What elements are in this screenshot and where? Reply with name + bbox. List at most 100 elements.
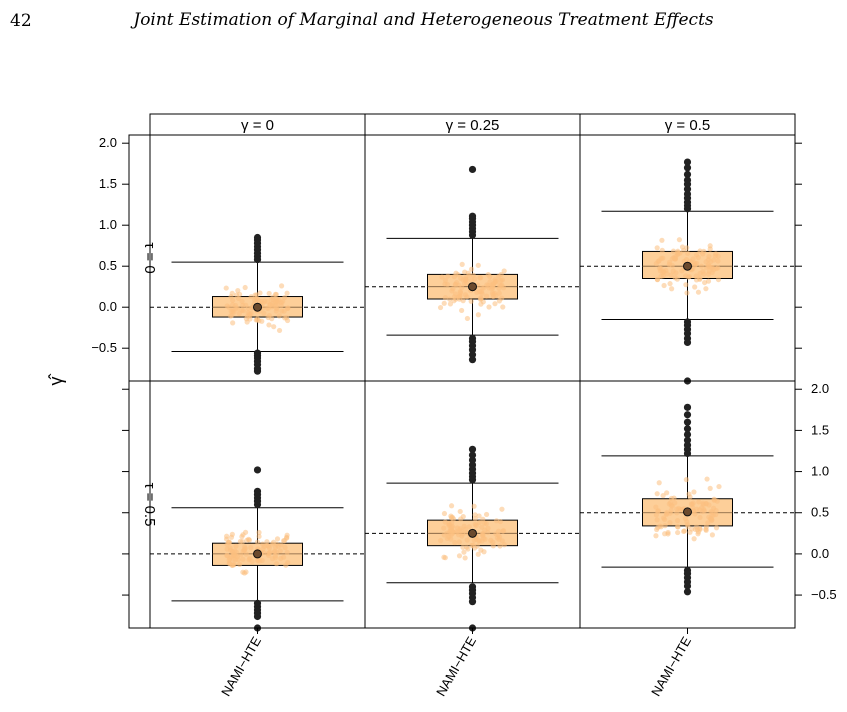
jitter-point: [229, 302, 236, 308]
jitter-point: [442, 295, 448, 301]
jitter-point: [261, 543, 267, 550]
jitter-point: [281, 308, 287, 314]
jitter-point: [501, 268, 507, 274]
jitter-point: [655, 508, 661, 515]
jitter-point: [692, 511, 698, 517]
jitter-point: [698, 263, 705, 269]
jitter-point: [457, 289, 463, 295]
jitter-point: [230, 320, 236, 326]
strip-label: γ = 0.25: [446, 117, 500, 134]
jitter-point: [285, 305, 291, 311]
jitter-point: [695, 289, 702, 295]
y-tick-label-left: 1.5: [99, 176, 117, 191]
jitter-point: [667, 281, 673, 287]
jitter-point: [269, 304, 275, 310]
outlier-point: [253, 367, 262, 375]
outlier-point: [683, 418, 692, 426]
jitter-point: [481, 520, 488, 526]
jitter-point: [670, 248, 677, 254]
jitter-point: [713, 265, 719, 272]
jitter-point: [260, 549, 267, 556]
outlier-point: [468, 445, 477, 453]
jitter-point: [689, 501, 695, 508]
jitter-point: [226, 557, 232, 563]
jitter-point: [276, 327, 283, 334]
jitter-point: [716, 483, 722, 490]
jitter-point: [662, 523, 668, 529]
jitter-point: [254, 539, 261, 545]
jitter-point: [282, 315, 288, 321]
jitter-point: [451, 298, 457, 304]
jitter-point: [707, 246, 713, 252]
jitter-point: [248, 545, 254, 551]
jitter-point: [457, 508, 463, 515]
mean-point: [253, 549, 262, 559]
jitter-point: [694, 260, 700, 266]
jitter-point: [280, 298, 286, 305]
jitter-point: [685, 250, 691, 256]
jitter-point: [701, 248, 707, 254]
jitter-point: [237, 291, 243, 297]
jitter-point: [654, 517, 660, 523]
jitter-point: [679, 268, 685, 274]
jitter-point: [490, 285, 496, 291]
jitter-point: [457, 526, 463, 532]
jitter-point: [464, 315, 471, 322]
outlier-point: [683, 170, 692, 178]
jitter-point: [244, 319, 250, 325]
jitter-point: [674, 518, 681, 524]
jitter-point: [714, 498, 720, 504]
jitter-point: [449, 288, 455, 294]
jitter-point: [664, 509, 670, 516]
jitter-point: [472, 516, 478, 522]
jitter-point: [681, 528, 687, 535]
jitter-point: [468, 266, 475, 272]
jitter-point: [264, 305, 270, 311]
jitter-point: [227, 313, 234, 319]
jitter-point: [486, 304, 492, 310]
jitter-point: [656, 265, 663, 271]
jitter-point: [441, 300, 447, 306]
jitter-point: [691, 489, 697, 495]
jitter-point: [703, 526, 709, 532]
jitter-point: [664, 490, 670, 496]
jitter-point: [278, 283, 285, 289]
jitter-point: [447, 526, 453, 532]
jitter-point: [274, 536, 281, 542]
jitter-point: [706, 502, 712, 508]
jitter-point: [654, 526, 660, 533]
jitter-point: [675, 529, 681, 536]
jitter-point: [266, 290, 272, 297]
jitter-point: [475, 312, 481, 318]
jitter-point: [682, 515, 689, 522]
y-tick-label-left: 1.0: [99, 217, 117, 232]
jitter-point: [659, 247, 665, 253]
jitter-point: [276, 313, 282, 319]
outlier-point: [683, 430, 692, 439]
outlier-point: [683, 425, 692, 433]
outlier-point: [683, 329, 692, 338]
jitter-point: [233, 543, 239, 549]
jitter-point: [483, 511, 490, 518]
jitter-point: [462, 555, 468, 561]
jitter-point: [277, 548, 283, 554]
jitter-point: [239, 534, 245, 540]
jitter-point: [223, 285, 229, 291]
jitter-point: [471, 503, 477, 509]
jitter-point: [266, 545, 273, 551]
jitter-point: [236, 561, 243, 567]
jitter-point: [264, 299, 271, 305]
jitter-point: [224, 546, 230, 552]
jitter-point: [442, 277, 449, 283]
jitter-point: [683, 477, 689, 483]
mean-point: [253, 302, 262, 312]
jitter-point: [282, 544, 288, 551]
jitter-point: [470, 272, 476, 278]
jitter-point: [657, 523, 663, 529]
jitter-point: [264, 539, 270, 545]
x-tick-label: NAMI−HTE: [648, 634, 694, 699]
jitter-point: [654, 491, 660, 497]
jitter-point: [715, 258, 721, 264]
page-header: 42 Joint Estimation of Marginal and Hete…: [0, 0, 847, 40]
jitter-point: [254, 296, 261, 302]
